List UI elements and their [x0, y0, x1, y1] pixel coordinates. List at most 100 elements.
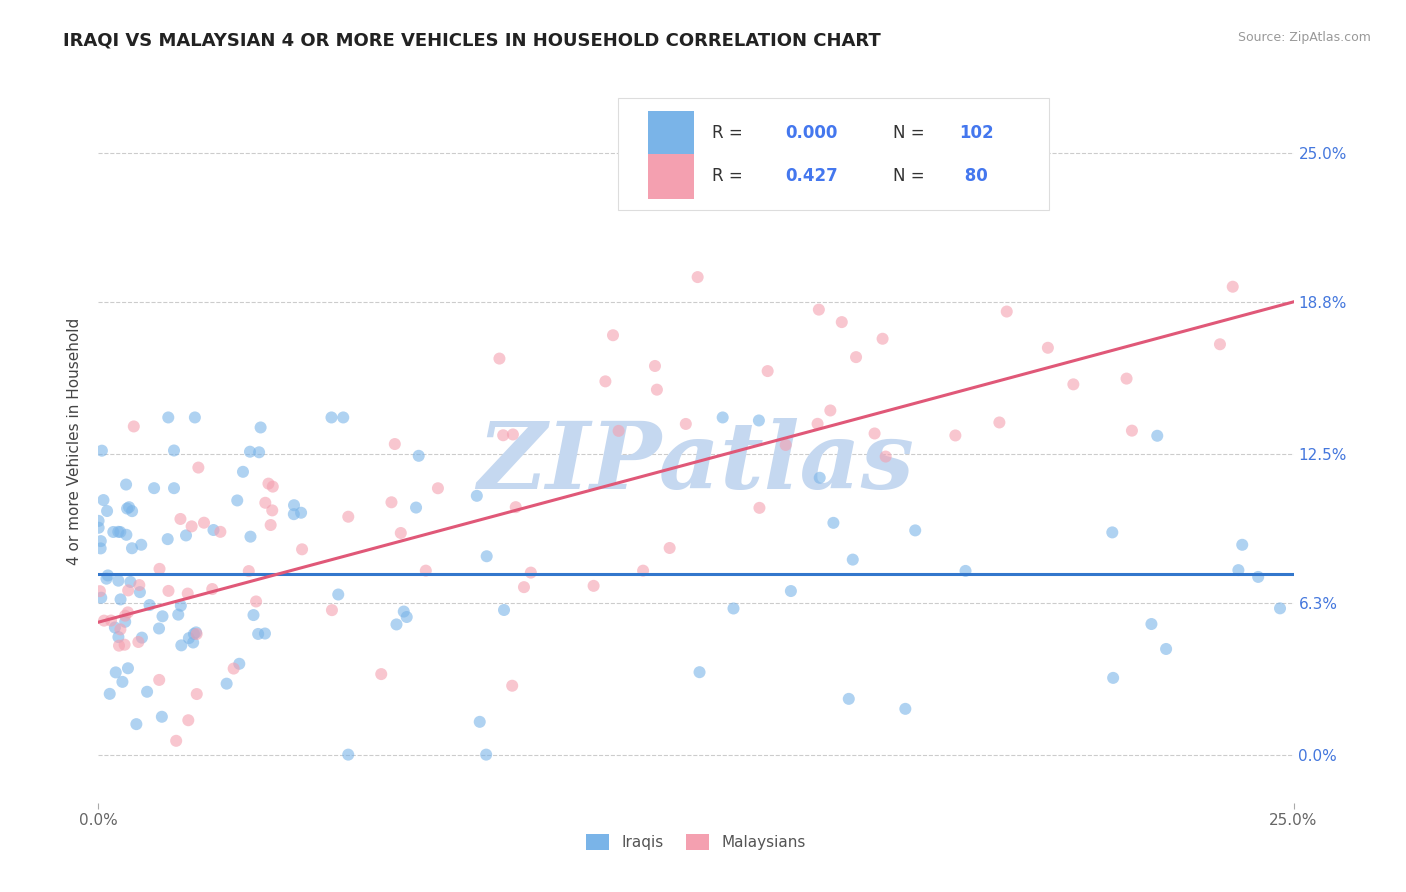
Point: [1102, 671, 1125, 685]
Point: [1222, 279, 1244, 293]
Point: [111, 674, 134, 689]
Point: [103, 524, 125, 539]
Point: [90, 541, 112, 556]
Point: [187, 460, 209, 475]
Point: [807, 302, 830, 317]
Point: [239, 530, 262, 544]
Point: [87, 521, 110, 535]
Point: [89, 584, 111, 599]
Point: [157, 583, 180, 598]
Point: [1209, 337, 1232, 351]
Point: [260, 518, 283, 533]
Point: [475, 747, 498, 762]
Point: [845, 350, 868, 364]
Point: [239, 444, 262, 458]
Point: [290, 506, 312, 520]
Point: [174, 528, 197, 542]
Point: [337, 509, 360, 524]
Point: [247, 627, 270, 641]
Point: [370, 667, 392, 681]
Point: [262, 503, 284, 517]
Text: Source: ZipAtlas.com: Source: ZipAtlas.com: [1237, 31, 1371, 45]
Point: [337, 747, 360, 762]
Text: 0.000: 0.000: [786, 124, 838, 142]
Point: [181, 635, 204, 649]
Point: [104, 665, 127, 680]
Point: [163, 481, 186, 495]
Point: [468, 714, 491, 729]
Point: [395, 610, 418, 624]
Point: [645, 383, 668, 397]
Text: IRAQI VS MALAYSIAN 4 OR MORE VEHICLES IN HOUSEHOLD CORRELATION CHART: IRAQI VS MALAYSIAN 4 OR MORE VEHICLES IN…: [63, 31, 882, 49]
Point: [748, 500, 770, 515]
Point: [808, 471, 831, 485]
Point: [780, 584, 803, 599]
Point: [1101, 525, 1123, 540]
Point: [93, 493, 115, 508]
Point: [193, 516, 215, 530]
Point: [148, 562, 170, 576]
Point: [823, 516, 845, 530]
Point: [104, 620, 127, 634]
Point: [595, 375, 617, 389]
Point: [675, 417, 697, 431]
Point: [177, 713, 200, 727]
Point: [321, 603, 343, 617]
Point: [163, 443, 186, 458]
Point: [222, 662, 245, 676]
Point: [118, 500, 141, 515]
Point: [247, 445, 270, 459]
Point: [97, 568, 120, 582]
Text: 80: 80: [959, 168, 987, 186]
Point: [242, 608, 264, 623]
Point: [110, 623, 132, 637]
Point: [405, 500, 427, 515]
Text: R =: R =: [711, 168, 748, 186]
Legend: Iraqis, Malaysians: Iraqis, Malaysians: [579, 829, 813, 856]
Point: [1227, 563, 1250, 577]
Point: [426, 481, 449, 495]
Point: [108, 639, 131, 653]
Point: [384, 437, 406, 451]
Point: [1121, 424, 1143, 438]
Point: [1140, 617, 1163, 632]
Point: [283, 498, 305, 512]
Point: [184, 625, 207, 640]
Y-axis label: 4 or more Vehicles in Household: 4 or more Vehicles in Household: [67, 318, 83, 566]
Point: [186, 687, 208, 701]
Point: [170, 638, 193, 652]
Point: [115, 528, 138, 542]
Point: [385, 617, 408, 632]
Point: [291, 542, 314, 557]
FancyBboxPatch shape: [648, 111, 693, 155]
FancyBboxPatch shape: [619, 98, 1049, 211]
Point: [148, 673, 170, 687]
Point: [87, 514, 110, 528]
Point: [711, 410, 734, 425]
Point: [253, 626, 276, 640]
Point: [228, 657, 250, 671]
Point: [183, 627, 205, 641]
Point: [107, 574, 129, 588]
Point: [115, 477, 138, 491]
Point: [686, 270, 709, 285]
Point: [169, 512, 191, 526]
Point: [201, 582, 224, 596]
Point: [107, 630, 129, 644]
Point: [631, 564, 654, 578]
Point: [249, 420, 271, 434]
Point: [602, 328, 624, 343]
Point: [128, 578, 150, 592]
Text: ZIPatlas: ZIPatlas: [478, 418, 914, 508]
Point: [283, 507, 305, 521]
Point: [177, 586, 200, 600]
Point: [332, 410, 354, 425]
Point: [513, 580, 536, 594]
Point: [520, 566, 543, 580]
Point: [955, 564, 977, 578]
Point: [100, 614, 122, 628]
Point: [114, 615, 136, 629]
Point: [392, 605, 415, 619]
Point: [943, 428, 966, 442]
Point: [806, 417, 828, 431]
